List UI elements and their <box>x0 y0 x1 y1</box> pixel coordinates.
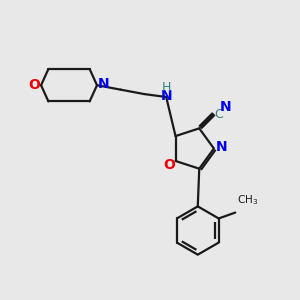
Text: N: N <box>160 89 172 103</box>
Text: O: O <box>164 158 176 172</box>
Text: C: C <box>214 107 223 121</box>
Text: N: N <box>98 77 109 91</box>
Text: H: H <box>162 81 172 94</box>
Text: N: N <box>220 100 231 114</box>
Text: N: N <box>215 140 227 154</box>
Text: O: O <box>28 78 40 92</box>
Text: CH$_3$: CH$_3$ <box>237 194 258 207</box>
